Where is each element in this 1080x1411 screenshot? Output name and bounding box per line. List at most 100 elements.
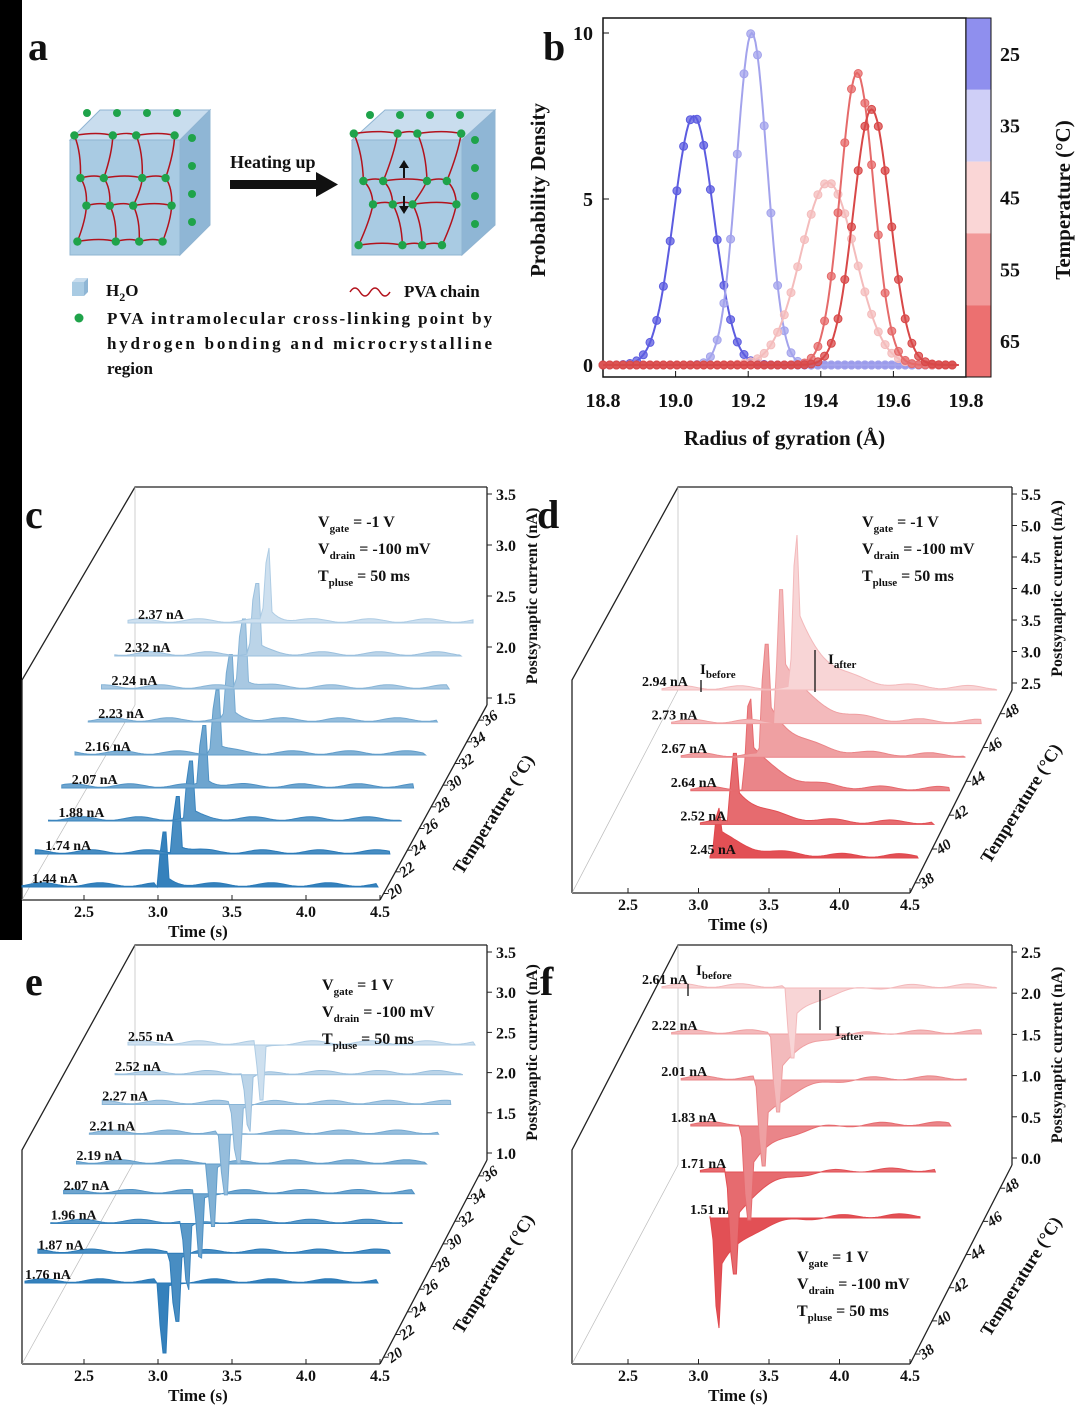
crosslink-node xyxy=(437,241,447,250)
x-tick-label: 19.0 xyxy=(658,390,693,412)
i-after-label: Iafter xyxy=(828,652,857,671)
data-point xyxy=(853,261,863,271)
data-point xyxy=(759,121,769,131)
trace-label: 2.16 nA xyxy=(85,740,132,755)
data-point xyxy=(860,287,870,297)
data-point xyxy=(712,235,722,245)
annotation-v-gate: Vgate = -1 V xyxy=(862,514,939,535)
crosslink-node xyxy=(108,131,118,140)
data-point xyxy=(813,357,823,367)
data-point xyxy=(887,222,897,232)
trace-area xyxy=(88,1129,440,1196)
current-tick-label: 2.5 xyxy=(496,589,516,606)
trace-label: 2.07 nA xyxy=(72,773,119,788)
left-edge-strip xyxy=(0,0,22,940)
trace-area xyxy=(671,1029,983,1113)
data-point xyxy=(887,326,897,336)
data-point xyxy=(732,337,742,347)
trace-area xyxy=(127,547,474,624)
trace-area xyxy=(690,698,951,792)
data-point xyxy=(867,160,877,170)
trace-label: 2.27 nA xyxy=(102,1090,149,1105)
data-point xyxy=(813,341,823,351)
y-tick-label: 5 xyxy=(583,189,593,211)
crosslink-node xyxy=(396,111,404,119)
trace-area xyxy=(63,1189,416,1259)
hydrogel-cube-after xyxy=(349,108,497,257)
crosslink-node xyxy=(188,162,196,170)
data-point xyxy=(873,230,883,240)
time-axis-label: Time (s) xyxy=(168,1386,228,1405)
trace-label: 2.55 nA xyxy=(128,1030,175,1045)
data-point xyxy=(786,288,796,298)
crosslink-node xyxy=(82,201,91,210)
crosslink-node xyxy=(418,241,427,250)
data-point xyxy=(847,84,856,94)
y-tick-label: 10 xyxy=(573,23,593,45)
data-point xyxy=(873,327,883,337)
data-point xyxy=(786,348,796,358)
data-point xyxy=(820,316,830,326)
data-point xyxy=(692,114,702,124)
trace-area xyxy=(50,1218,403,1290)
trace-area xyxy=(61,725,415,789)
annotation-v-gate: Vgate = 1 V xyxy=(322,977,394,998)
crosslink-node xyxy=(76,173,85,183)
trace-area xyxy=(127,1040,476,1101)
data-point xyxy=(773,281,783,290)
annotation-v-drain: Vdrain = -100 mV xyxy=(862,541,975,562)
data-point xyxy=(914,351,924,361)
current-tick-label: 5.0 xyxy=(1021,519,1041,536)
time-tick-label: 4.5 xyxy=(370,1368,390,1385)
data-point xyxy=(753,50,762,60)
crosslink-node xyxy=(413,129,422,138)
trace-label: 2.45 nA xyxy=(690,843,737,858)
data-point xyxy=(739,69,749,79)
crosslink-node xyxy=(135,237,144,246)
data-point xyxy=(773,327,783,337)
time-tick-label: 3.5 xyxy=(222,1368,242,1385)
x-axis-label: Radius of gyration (Å) xyxy=(684,426,885,450)
colorbar-segment xyxy=(966,18,991,90)
panel-letter-b: b xyxy=(543,24,565,69)
colorbar-tick-label: 65 xyxy=(1000,331,1020,353)
crosslink-node xyxy=(99,173,109,183)
trace-label: 2.24 nA xyxy=(112,674,159,689)
current-tick-label: 2.5 xyxy=(1021,945,1041,962)
time-tick-label: 3.5 xyxy=(759,897,779,914)
time-tick-label: 4.0 xyxy=(830,897,850,914)
data-point xyxy=(826,271,836,281)
time-axis-label: Time (s) xyxy=(168,922,228,941)
crosslink-node xyxy=(173,109,181,117)
crosslink-node xyxy=(471,220,479,228)
time-tick-label: 3.5 xyxy=(759,1368,779,1385)
crosslink-node xyxy=(471,192,479,200)
trace-label: 2.61 nA xyxy=(642,973,689,988)
annotation-v-drain: Vdrain = -100 mV xyxy=(797,1276,910,1297)
colorbar-tick-label: 25 xyxy=(1000,44,1020,66)
current-tick-label: 4.5 xyxy=(1021,550,1041,567)
current-tick-label: 2.5 xyxy=(496,1025,516,1042)
i-before-label: Ibefore xyxy=(700,662,736,681)
current-tick-label: 3.0 xyxy=(1021,645,1041,662)
colorbar-segment xyxy=(966,233,991,306)
temperature-axis-line xyxy=(379,1159,488,1365)
trace-area xyxy=(114,1070,464,1132)
trace-label: 2.23 nA xyxy=(98,707,145,722)
trace-label: 1.96 nA xyxy=(51,1209,98,1224)
data-point xyxy=(947,360,957,370)
data-point xyxy=(806,209,816,219)
data-point xyxy=(726,234,736,244)
data-point xyxy=(853,166,863,176)
data-point xyxy=(840,275,850,284)
crosslink-node xyxy=(113,109,121,117)
trace-area xyxy=(661,983,998,1059)
data-point xyxy=(907,338,917,348)
colorbar-segment xyxy=(966,161,991,234)
crosslink-node xyxy=(452,200,461,209)
data-point xyxy=(732,149,742,159)
y-axis-label: Probability Density xyxy=(526,102,550,277)
colorbar-tick-label: 45 xyxy=(1000,188,1020,210)
trace-label: 1.74 nA xyxy=(45,839,92,854)
floor-gridline xyxy=(571,1164,679,1365)
